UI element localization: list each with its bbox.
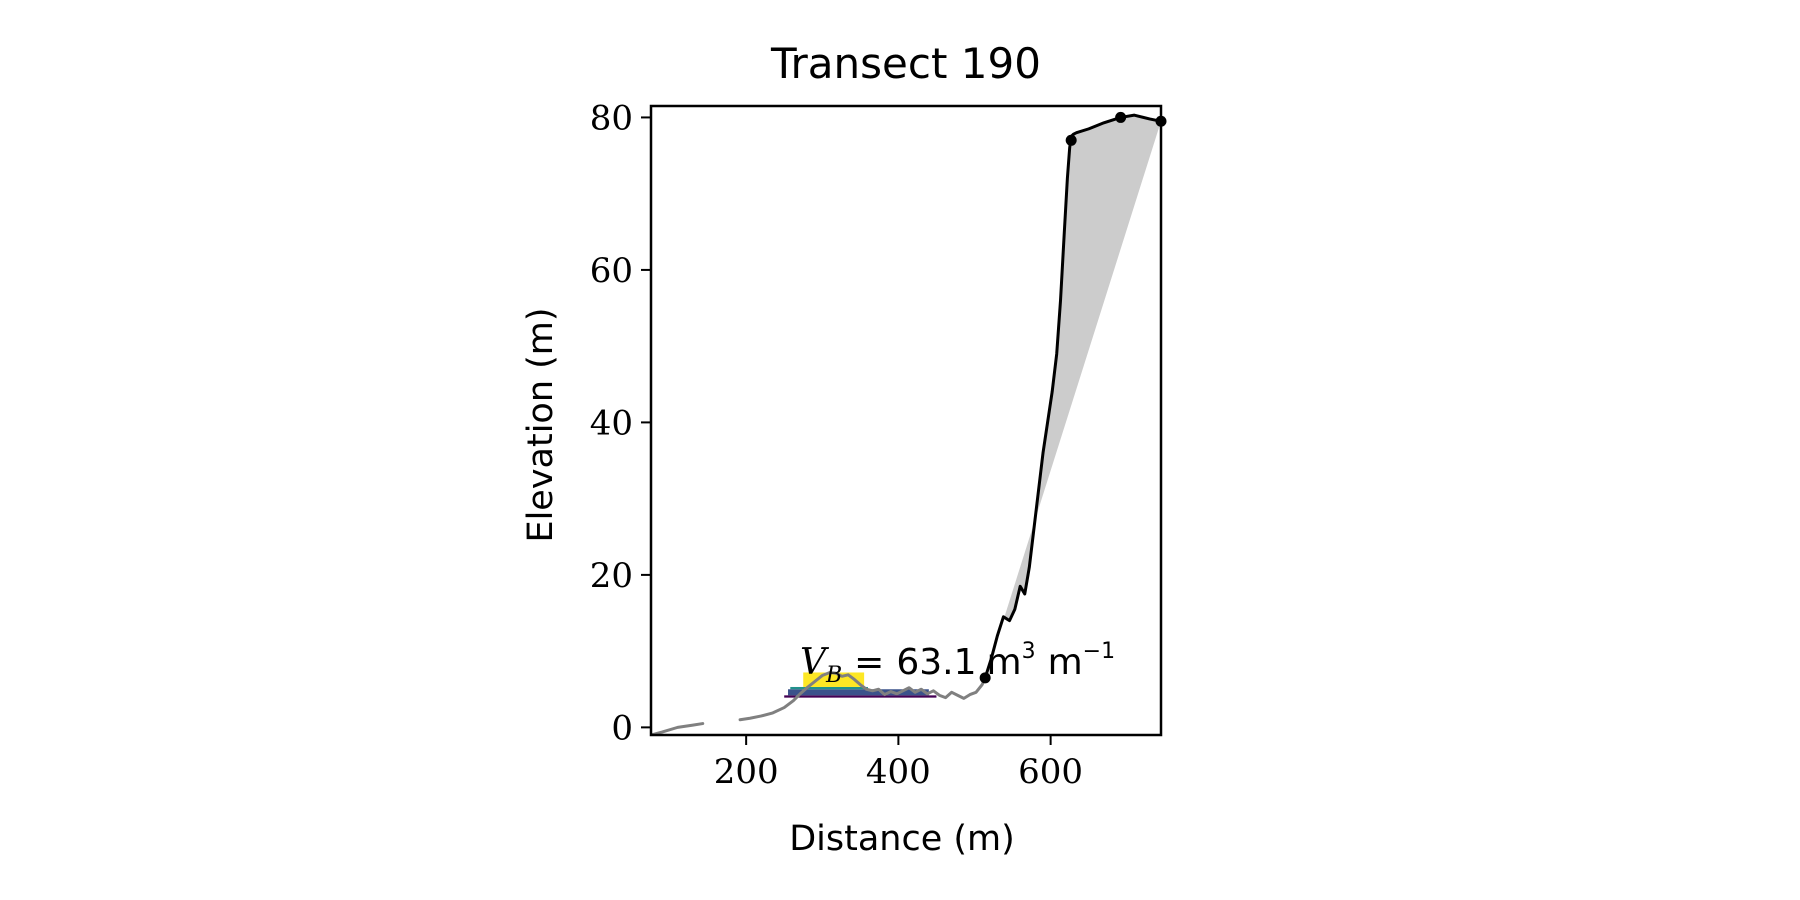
marker-0 [979,672,991,684]
annotation-unit-2-exp: −1 [1083,639,1115,664]
fill-area [999,115,1161,633]
y-axis-title: Elevation (m) [521,307,561,542]
series-cliff [983,113,1161,680]
annotation-symbol: V [800,642,830,683]
y-tick-label-20: 20 [590,556,633,596]
y-tick-label-0: 0 [611,708,633,748]
series-profile [738,670,987,722]
y-tick-label-80: 80 [590,98,633,138]
marker-2 [1115,111,1127,123]
annotation-subscript: B [825,663,842,688]
y-tick-label-60: 60 [590,251,633,291]
x-tick-label-400: 400 [866,752,931,792]
x-axis: 200 400 600 [714,735,1083,792]
volume-layer-1 [788,689,929,696]
annotation-unit-1-exp: 3 [1022,639,1036,664]
lines-layer [651,113,1161,735]
marker-1 [1065,134,1077,146]
chart-title: Transect 190 [770,39,1041,88]
volume-layer-0 [784,695,937,698]
series-profile-left [651,722,705,735]
fill-layer [999,115,1161,633]
annotation-unit-1: m [987,642,1022,683]
volume-layer-2 [790,686,868,690]
plot-frame [649,104,1163,737]
plot-area [649,104,1167,737]
annotation-unit-2: m [1048,642,1083,683]
x-tick-label-600: 600 [1018,752,1083,792]
volume-annotation: VB = 63.1 m3 m−1 [800,639,1115,688]
annotation-equals: = [854,642,884,683]
annotation-value: 63.1 [896,642,976,683]
y-axis: 0 20 40 60 80 [590,98,651,748]
x-tick-label-200: 200 [714,752,779,792]
y-tick-label-40: 40 [590,403,633,443]
x-axis-title: Distance (m) [789,819,1015,859]
